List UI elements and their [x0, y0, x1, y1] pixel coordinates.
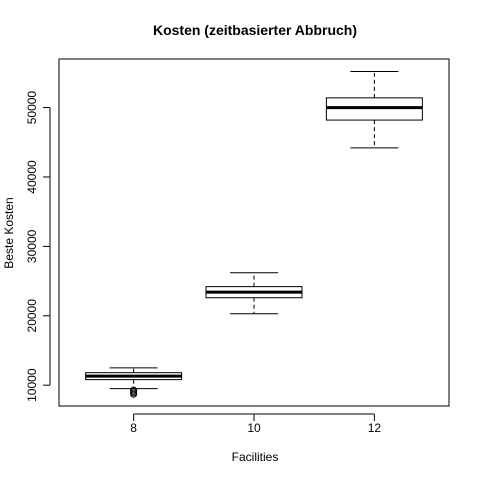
y-tick-label: 30000 [25, 229, 39, 263]
y-tick-label: 40000 [25, 160, 39, 194]
outlier-point [130, 390, 138, 398]
plot-frame [58, 58, 450, 407]
x-tick-label: 12 [368, 421, 382, 435]
x-tick-label: 10 [247, 421, 261, 435]
y-tick-label: 50000 [25, 91, 39, 125]
x-axis: 8 10 12 [130, 413, 382, 435]
x-axis-label: Facilities [232, 450, 279, 464]
chart-title: Kosten (zeitbasierter Abbruch) [153, 22, 357, 38]
x-tick-label: 8 [130, 421, 137, 435]
y-axis: 10000 20000 30000 40000 50000 [25, 91, 51, 402]
box-12 [325, 70, 423, 149]
box-8 [85, 367, 183, 398]
boxes [85, 70, 423, 398]
box-10 [205, 272, 303, 315]
y-tick-label: 20000 [25, 299, 39, 333]
y-tick-label: 10000 [25, 368, 39, 402]
y-axis-label: Beste Kosten [2, 197, 16, 268]
